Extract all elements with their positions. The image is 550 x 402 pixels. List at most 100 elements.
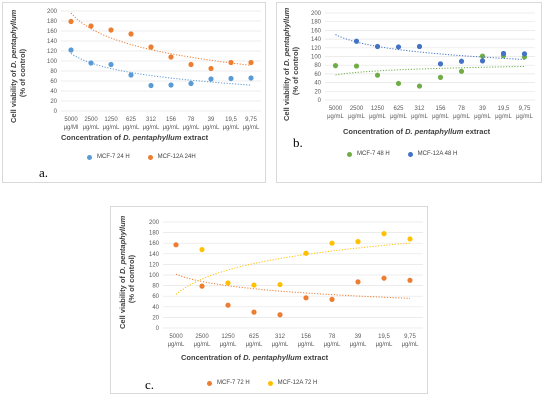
data-point <box>208 76 214 82</box>
data-point <box>479 53 486 59</box>
y-tick-label: 120 <box>149 262 160 268</box>
data-point <box>521 51 528 57</box>
legend: MCF-7 72 H MCF-12A 72 H <box>207 380 317 386</box>
data-point <box>108 27 114 33</box>
data-point <box>148 82 154 89</box>
legend-item: MCF-12A 48 H <box>407 151 457 157</box>
chart-a: 0 20 40 60 80 100 120 140 160 180 200 5000 μg/Ml 2500… <box>47 9 261 131</box>
data-point <box>128 72 134 78</box>
data-point <box>251 309 257 315</box>
x-tick-label: 1250 μg/mL <box>220 334 237 348</box>
data-point <box>437 74 444 80</box>
legend-item: MCF-7 24 H <box>87 154 130 160</box>
legend-item: MCF-12A 24H <box>147 154 196 160</box>
y-tick-label: 20 <box>314 89 321 95</box>
data-point <box>88 60 94 66</box>
legend: MCF-7 48 H MCF-12A 48 H <box>347 151 457 157</box>
data-point <box>437 61 444 67</box>
x-tick-label: 625 μg/mL <box>123 117 140 131</box>
y-axis-label: Cell viability of D. pentaphyllum (% of c… <box>9 9 27 123</box>
x-tick-label: 156 μg/mL <box>432 106 449 120</box>
x-tick-label: 312 μg/mL <box>272 334 289 348</box>
x-tick-label: 9,75 μg/mL <box>243 117 260 131</box>
x-tick-label: 2500 μg/mL <box>83 117 100 131</box>
data-point <box>188 61 194 68</box>
data-point <box>251 282 257 288</box>
y-tick-label: 160 <box>47 29 58 35</box>
legend-marker <box>267 380 273 386</box>
y-tick-label: 140 <box>47 39 58 45</box>
data-point <box>332 63 339 69</box>
y-tick-label: 180 <box>311 20 322 26</box>
data-point <box>225 302 231 308</box>
x-tick-label: 39 μg/mL <box>350 334 367 348</box>
legend-label: MCF-7 72 H <box>217 380 250 386</box>
data-point <box>168 54 174 60</box>
legend-item: MCF-12A 72 H <box>267 380 317 386</box>
y-tick-label: 40 <box>314 81 321 87</box>
x-tick-label: 5000 μg/mL <box>168 334 185 348</box>
data-point <box>248 59 254 66</box>
x-tick-label: 39 μg/mL <box>203 117 220 131</box>
y-tick-label: 80 <box>314 63 321 69</box>
panel-letter: c. <box>145 377 155 392</box>
panel-letter: a. <box>39 165 49 180</box>
data-point <box>173 242 179 248</box>
data-point <box>188 80 194 87</box>
data-point <box>128 31 134 37</box>
data-point <box>374 72 381 78</box>
legend: MCF-7 24 H MCF-12A 24H <box>87 154 196 160</box>
data-point <box>329 296 335 302</box>
legend-label: MCF-12A 24H <box>157 154 196 160</box>
x-tick-label: 5000 μg/Ml <box>64 117 79 131</box>
x-tick-label: 312 μg/mL <box>411 106 428 120</box>
data-point <box>329 240 335 246</box>
legend-marker <box>87 154 92 160</box>
y-axis-label: Cell viability of D. pentaphyllum (% of c… <box>118 215 136 329</box>
data-point <box>407 277 413 283</box>
x-axis-label: Concentration of D. pentaphyllum extract <box>181 353 329 362</box>
y-tick-label: 20 <box>50 99 57 105</box>
data-point <box>228 59 234 66</box>
data-point <box>199 283 205 289</box>
y-axis-label: Cell viability of D. pentaphyllum (% of c… <box>282 7 300 121</box>
data-point <box>479 58 486 64</box>
y-tick-label: 80 <box>50 69 57 75</box>
x-tick-label: 625 μg/mL <box>390 106 407 120</box>
y-tick-label: 200 <box>47 9 58 15</box>
y-tick-label: 60 <box>152 294 159 300</box>
panel-c: 0 20 40 60 80 100 120 140 160 180 200 5000 μg/mL 2500… <box>110 206 428 394</box>
data-point <box>381 275 387 281</box>
data-point <box>248 75 254 81</box>
data-point <box>500 50 507 57</box>
y-tick-label: 100 <box>311 55 322 61</box>
x-tick-label: 9,75 μg/mL <box>402 334 419 348</box>
x-tick-label: 19,5 μg/mL <box>376 334 393 348</box>
y-tick-label: 0 <box>318 98 322 104</box>
y-tick-label: 100 <box>47 59 58 65</box>
data-point <box>458 68 465 74</box>
legend-marker <box>147 154 153 160</box>
legend-marker <box>347 151 352 157</box>
x-tick-label: 5000 μg/mL <box>327 106 344 120</box>
data-point <box>355 239 361 245</box>
data-point <box>148 44 154 50</box>
x-tick-label: 1250 μg/mL <box>369 106 386 120</box>
data-point <box>395 44 402 50</box>
legend-item: MCF-7 48 H <box>347 151 390 157</box>
data-point <box>277 281 283 288</box>
x-axis-label: Concentration of D. pentaphyllum extract <box>343 127 491 136</box>
x-tick-label: 156 μg/mL <box>298 334 315 348</box>
x-tick-label: 2500 μg/mL <box>348 106 365 120</box>
data-point <box>225 280 231 286</box>
data-point <box>416 83 423 89</box>
y-tick-label: 140 <box>311 37 322 43</box>
x-tick-label: 19,5 μg/mL <box>495 106 512 120</box>
x-tick-label: 78 μg/mL <box>453 106 470 120</box>
y-tick-label: 120 <box>47 49 58 55</box>
x-tick-label: 312 μg/mL <box>143 117 160 131</box>
y-tick-label: 200 <box>311 11 322 17</box>
data-point <box>381 231 387 237</box>
y-tick-label: 40 <box>50 89 57 95</box>
data-point <box>168 82 174 88</box>
